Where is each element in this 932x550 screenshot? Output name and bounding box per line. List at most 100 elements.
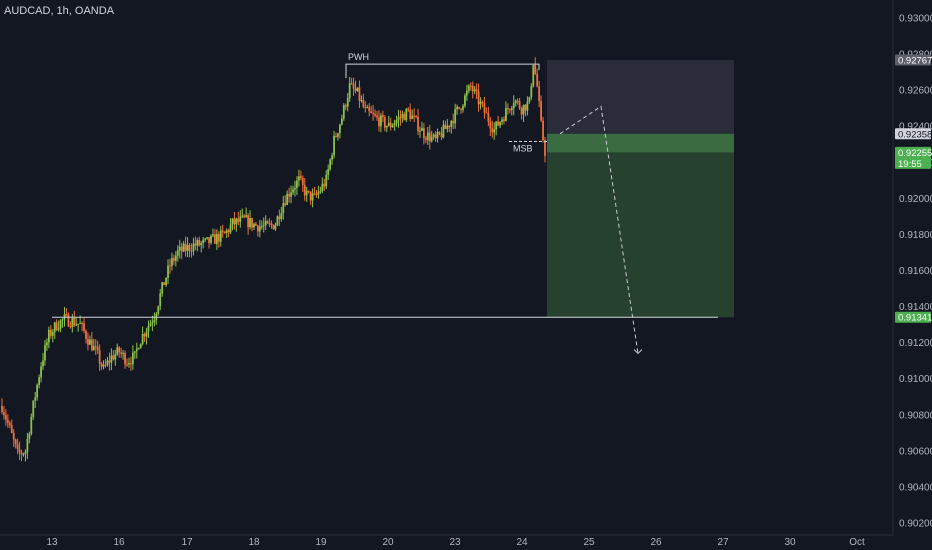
candle — [112, 350, 115, 361]
candle — [292, 185, 294, 195]
candle — [120, 347, 123, 358]
candle — [215, 229, 218, 250]
candle — [380, 112, 382, 133]
candle — [12, 429, 15, 448]
time-axis[interactable]: 13 16 17 18 19 20 23 24 25 26 27 30 Oct — [46, 537, 865, 548]
candle — [3, 406, 5, 420]
candle — [387, 115, 390, 127]
price-tick-label: 0.93000 — [899, 14, 932, 25]
candle — [358, 80, 361, 108]
chart-title: AUDCAD, 1h, OANDA — [4, 5, 115, 17]
candle — [42, 353, 44, 371]
candle — [102, 360, 105, 370]
candle — [212, 228, 214, 238]
candle — [446, 119, 449, 133]
candle — [286, 190, 289, 206]
price-tick-label: 0.92600 — [899, 86, 932, 97]
candle — [130, 356, 132, 371]
candle — [75, 317, 78, 327]
price-tick-label: 0.91200 — [899, 338, 932, 349]
candle — [364, 101, 367, 113]
candle — [409, 103, 412, 122]
candle — [288, 187, 291, 203]
candle — [34, 391, 37, 409]
candle — [266, 219, 269, 224]
candle — [301, 175, 304, 192]
price-axis[interactable]: 0.930000.928000.926000.924000.922000.920… — [899, 14, 932, 530]
candle — [262, 217, 265, 233]
price-tag-target: 0.91341 — [895, 311, 932, 324]
candle — [442, 120, 445, 139]
bar-countdown: 19:55 — [898, 159, 922, 170]
time-tick-label: 17 — [181, 537, 193, 548]
candle — [1, 398, 3, 415]
candle — [454, 103, 457, 129]
candle — [196, 237, 199, 252]
candle — [94, 339, 97, 355]
candle — [171, 252, 173, 271]
candle — [467, 84, 470, 94]
time-tick-label: Oct — [849, 537, 865, 548]
candle — [256, 224, 259, 237]
candle — [297, 169, 300, 187]
candle — [219, 226, 222, 247]
candle — [233, 212, 236, 230]
candle — [485, 107, 488, 114]
candle — [151, 315, 154, 332]
candle — [231, 218, 234, 231]
candle — [405, 107, 408, 123]
time-tick-label: 25 — [583, 537, 595, 548]
candle — [149, 319, 152, 327]
candle — [24, 449, 27, 462]
candle — [473, 85, 476, 95]
candle — [360, 95, 363, 103]
candle — [157, 305, 160, 316]
candle — [518, 97, 521, 110]
time-tick-label: 24 — [516, 537, 528, 548]
time-tick-label: 18 — [248, 537, 260, 548]
candle — [475, 83, 478, 99]
candle — [290, 185, 292, 204]
candle — [96, 340, 99, 354]
candle — [172, 254, 175, 265]
pwh-line — [345, 63, 540, 79]
candle — [38, 374, 41, 389]
candle — [190, 243, 193, 258]
candle — [444, 120, 447, 129]
candle — [352, 77, 355, 96]
candle — [436, 128, 439, 143]
candle — [67, 312, 70, 327]
candle — [6, 414, 9, 428]
candle — [135, 342, 138, 359]
candle — [253, 222, 255, 231]
candle — [317, 185, 320, 199]
candle — [532, 64, 535, 88]
candle — [481, 100, 484, 108]
candle — [98, 344, 101, 372]
candle — [180, 242, 183, 260]
candle — [391, 123, 394, 128]
candle — [520, 106, 523, 120]
candle — [237, 211, 240, 226]
candle — [411, 109, 414, 120]
candle — [14, 438, 17, 449]
candle — [235, 217, 238, 232]
candle — [452, 113, 455, 130]
candle — [276, 215, 279, 226]
candle — [87, 332, 89, 351]
candle — [307, 190, 310, 194]
candle — [192, 237, 195, 256]
candle — [194, 236, 197, 251]
candle — [258, 219, 261, 238]
candle — [368, 103, 371, 117]
price-tag-stop: 0.92767 — [895, 54, 932, 67]
candle — [167, 259, 169, 285]
candle — [245, 207, 248, 218]
candle — [83, 317, 85, 334]
candle — [53, 321, 56, 339]
candle — [516, 98, 519, 105]
time-tick-label: 23 — [449, 537, 461, 548]
candle — [372, 105, 375, 121]
candle — [337, 132, 339, 141]
